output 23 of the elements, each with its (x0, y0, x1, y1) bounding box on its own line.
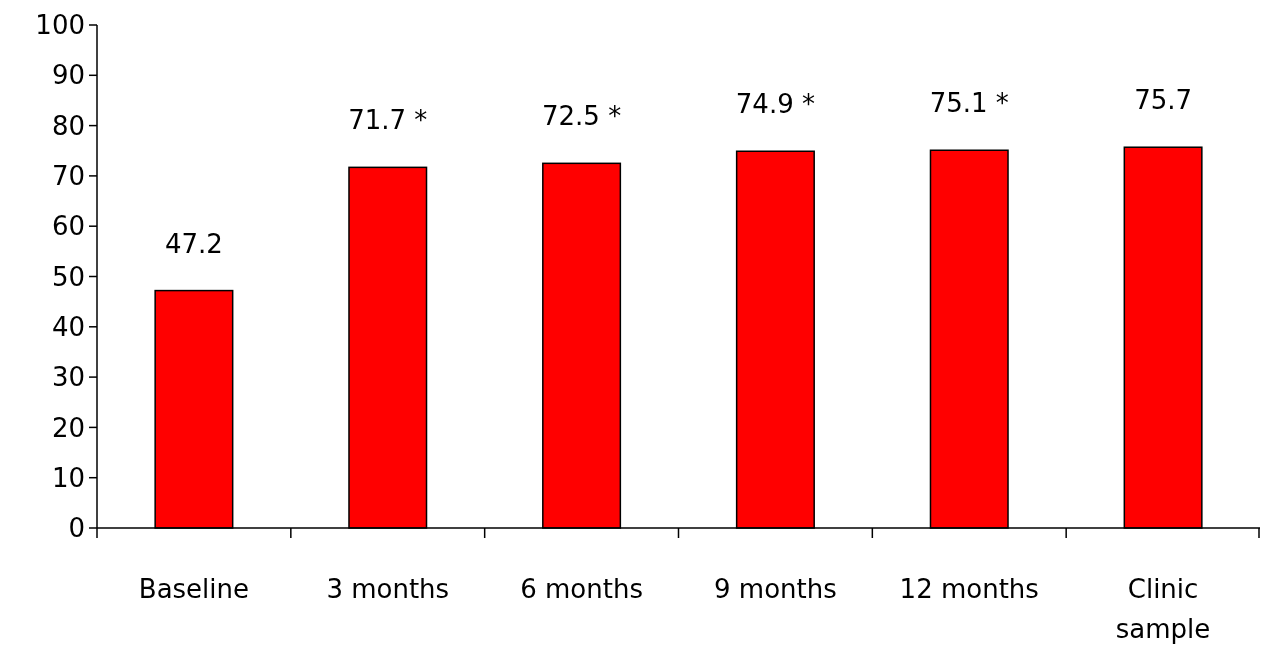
y-tick-label: 70 (51, 161, 85, 191)
y-tick-label: 80 (51, 110, 85, 141)
data-label: 72.5 * (542, 101, 622, 132)
x-tick-label: 9 months (714, 574, 837, 604)
x-tick-label: 3 months (326, 574, 450, 604)
data-label: 75.1 * (929, 88, 1009, 119)
x-tick-label: 12 months (899, 574, 1039, 604)
x-tick-label: Baseline (138, 574, 250, 604)
data-label: 75.7 (1134, 85, 1193, 116)
y-tick-label: 100 (35, 10, 85, 41)
data-label: 47.2 (164, 228, 223, 259)
y-tick-label: 10 (51, 462, 85, 493)
y-tick-label: 30 (51, 362, 85, 393)
y-tick-label: 40 (51, 311, 85, 342)
x-tick-label: 6 months (520, 574, 643, 604)
data-label: 71.7 * (348, 105, 428, 136)
x-tick-label: Clinic sample (1115, 574, 1211, 644)
y-tick-label: 90 (51, 60, 85, 91)
y-tick-label: 50 (51, 261, 85, 292)
y-tick-label: 0 (68, 513, 85, 544)
y-tick-label: 60 (51, 211, 85, 242)
data-label: 74.9 * (735, 89, 815, 120)
y-tick-label: 20 (51, 412, 85, 443)
